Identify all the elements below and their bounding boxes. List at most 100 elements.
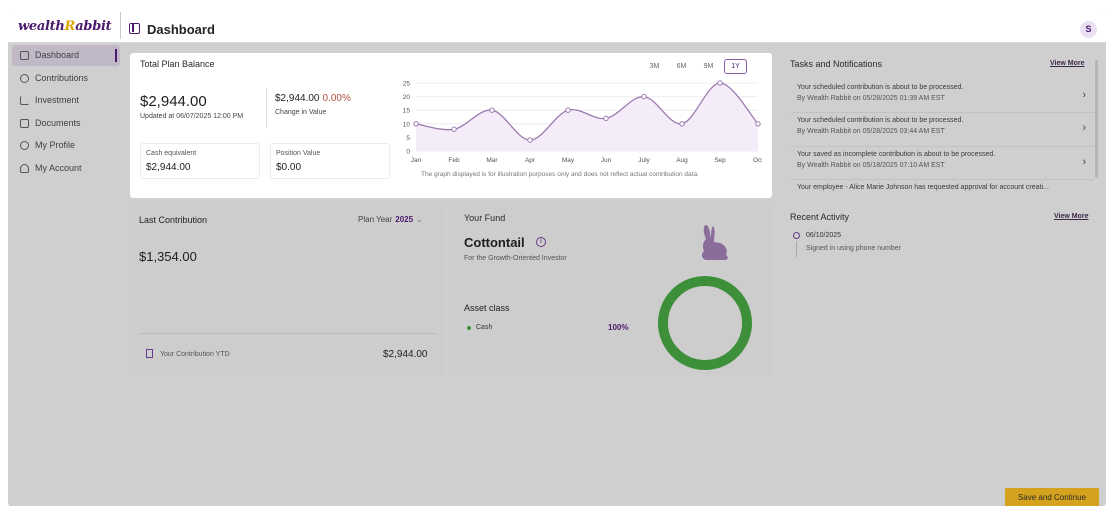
updated-timestamp: Updated at 06/07/2025 12:00 PM: [140, 113, 244, 120]
fund-name: Cottontail: [464, 235, 525, 250]
period-tabs: 3M 6M 9M 1Y: [643, 59, 747, 74]
data-point: [641, 93, 647, 100]
account-icon: [20, 164, 29, 173]
sidebar-item-label: Contributions: [35, 73, 89, 83]
data-point: [527, 137, 533, 143]
cash-equivalent-box: Cash equivalent $2,944.00: [140, 143, 260, 179]
page-title: Dashboard: [147, 22, 215, 37]
sidebar-toggle-icon[interactable]: [129, 23, 140, 34]
position-value-label: Position Value: [276, 150, 321, 157]
task-message: Your scheduled contribution is about to …: [797, 84, 964, 91]
x-tick-label: May: [562, 157, 575, 164]
task-message: Your saved as incomplete contribution is…: [797, 151, 996, 158]
sidebar-item-label: Documents: [35, 118, 81, 128]
sidebar-item-label: Investment: [35, 95, 80, 105]
profile-icon: [20, 141, 29, 150]
tasks-title: Tasks and Notifications: [790, 59, 883, 69]
task-byline: By Wealth Rabbit on 05/18/2025 07:10 AM …: [797, 162, 945, 169]
asset-donut-chart: [658, 276, 752, 370]
task-message: Your scheduled contribution is about to …: [797, 117, 964, 124]
divider: [139, 333, 437, 334]
donut-slice-cash: [658, 276, 752, 370]
data-point: [679, 121, 685, 127]
task-item[interactable]: Your saved as incomplete contribution is…: [790, 148, 1094, 180]
sidebar-item-label: My Account: [35, 163, 82, 173]
last-contribution-title: Last Contribution: [139, 215, 208, 225]
period-tab-3m[interactable]: 3M: [649, 63, 660, 70]
document-icon: [20, 119, 29, 128]
task-item[interactable]: Your scheduled contribution is about to …: [790, 114, 1094, 147]
sidebar-item-investment[interactable]: Investment: [12, 90, 120, 111]
data-point: [451, 126, 457, 132]
data-point: [717, 80, 723, 86]
x-tick-label: July: [638, 157, 650, 164]
x-tick-label: Jan: [411, 157, 422, 164]
sidebar-item-label: Dashboard: [35, 50, 80, 60]
top-bar: wealthRabbit Dashboard S: [8, 8, 1106, 43]
task-message: Your employee - Alice Marie Johnson has …: [797, 184, 1049, 191]
recent-activity-title: Recent Activity: [790, 212, 850, 222]
x-tick-label: Aug: [676, 157, 688, 164]
recent-activity-panel: Recent Activity View More: [790, 207, 1096, 307]
task-item[interactable]: Your scheduled contribution is about to …: [790, 81, 1094, 113]
activity-view-more-link[interactable]: View More: [1054, 213, 1089, 220]
chart-disclaimer: The graph displayed is for illustration …: [421, 171, 699, 178]
plan-year-label: Plan Year: [358, 215, 393, 224]
sidebar-item-my-account[interactable]: My Account: [12, 158, 120, 179]
sidebar-item-documents[interactable]: Documents: [12, 113, 120, 134]
data-point: [755, 121, 761, 127]
cash-equivalent-label: Cash equivalent: [146, 150, 197, 157]
data-point: [603, 115, 609, 122]
cash-equivalent-value: $2,944.00: [146, 162, 191, 173]
divider: [266, 88, 267, 128]
activity-description: Signed in using phone number: [806, 245, 901, 252]
fund-subtitle: For the Growth-Oriented Investor: [464, 255, 567, 262]
logo-tail: abbit: [75, 19, 112, 34]
tasks-view-more-link[interactable]: View More: [1050, 60, 1085, 67]
period-tab-1y[interactable]: 1Y: [724, 59, 747, 74]
x-tick-label: Sep: [714, 157, 726, 164]
your-fund-card: Your Fund Cottontail i For the Growth-Or…: [454, 207, 772, 375]
task-item[interactable]: Your employee - Alice Marie Johnson has …: [790, 181, 1094, 198]
task-byline: By Wealth Rabbit on 05/28/2025 03:44 AM …: [797, 128, 945, 135]
last-contribution-card: Last Contribution Plan Year 2025 ⌄ $1,354.…: [130, 207, 444, 375]
sidebar-item-contributions[interactable]: Contributions: [12, 68, 120, 89]
wealth-rabbit-logo[interactable]: wealthRabbit: [18, 19, 112, 34]
timeline-dot: [793, 232, 800, 239]
tasks-panel: Tasks and Notifications View More Your s…: [790, 53, 1096, 198]
app-frame: wealthRabbit Dashboard S Dashboard Contr…: [8, 8, 1106, 506]
balance-secondary: $2,944.00 0.00%: [275, 93, 351, 104]
last-contribution-amount: $1,354.00: [139, 249, 197, 264]
position-value-box: Position Value $0.00: [270, 143, 390, 179]
chevron-right-icon: ›: [1082, 156, 1086, 168]
ytd-label: Your Contribution YTD: [160, 351, 230, 358]
x-tick-label: Jun: [601, 157, 612, 164]
position-value: $0.00: [276, 162, 302, 173]
change-percent: 0.00%: [322, 93, 351, 104]
period-tab-9m[interactable]: 9M: [703, 63, 714, 70]
change-label: Change in Value: [275, 109, 327, 116]
data-point: [413, 121, 419, 127]
period-tab-6m[interactable]: 6M: [676, 63, 687, 70]
data-point: [565, 107, 571, 113]
sidebar-item-dashboard[interactable]: Dashboard: [12, 45, 120, 66]
y-tick-label: 0: [406, 149, 410, 156]
y-tick-label: 5: [406, 135, 410, 142]
sidebar-item-my-profile[interactable]: My Profile: [12, 135, 120, 156]
y-tick-label: 25: [403, 81, 411, 88]
plan-year-select[interactable]: Plan Year 2025 ⌄: [358, 215, 423, 224]
info-icon[interactable]: i: [536, 237, 546, 247]
save-and-continue-button[interactable]: Save and Continue: [1005, 488, 1099, 506]
total-balance: $2,944.00: [140, 93, 207, 110]
avatar[interactable]: S: [1080, 21, 1097, 38]
x-tick-label: Mar: [486, 157, 498, 164]
tasks-scrollbar[interactable]: [1095, 60, 1098, 178]
balance-secondary-value: $2,944.00: [275, 93, 320, 104]
y-tick-label: 15: [403, 108, 411, 115]
header-divider: [120, 12, 121, 39]
card-title: Total Plan Balance: [140, 59, 215, 69]
logo-accent: R: [64, 19, 76, 34]
coins-icon: [20, 74, 29, 83]
chevron-down-icon: ⌄: [416, 215, 423, 224]
ytd-amount: $2,944.00: [383, 349, 428, 360]
